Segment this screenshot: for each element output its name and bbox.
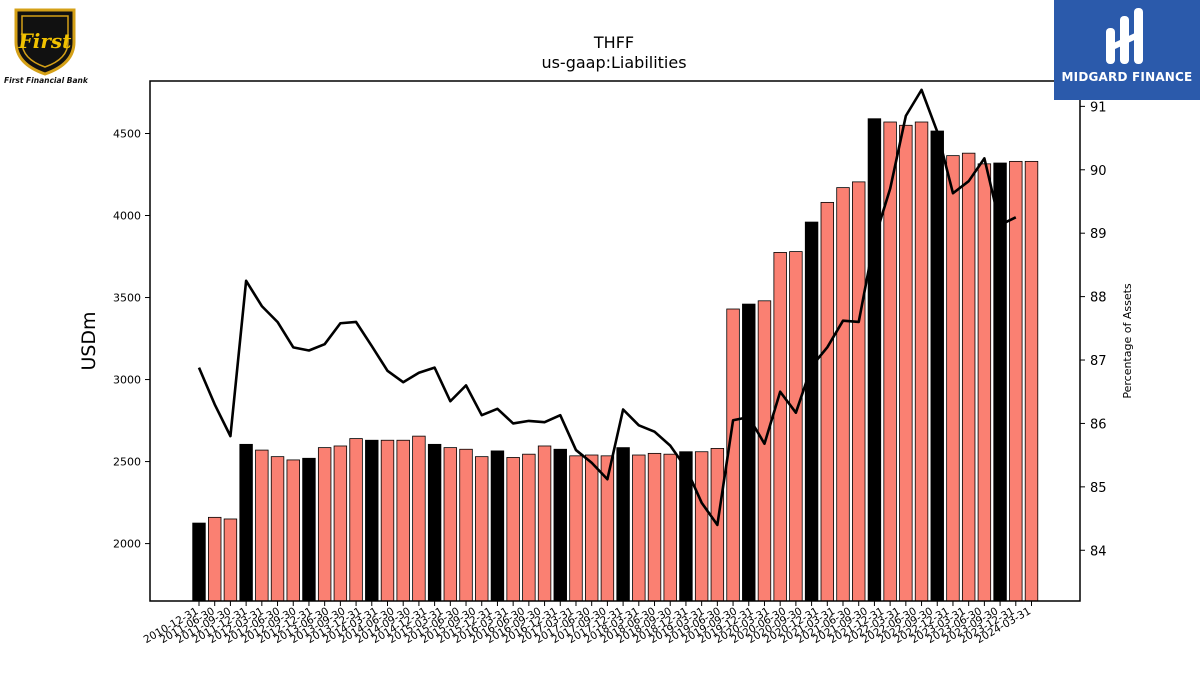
bar-2021-12-31 (883, 121, 897, 602)
bar-2017-09-30 (616, 447, 630, 602)
bar-2018-09-30 (679, 451, 693, 602)
pct-assets-line (197, 88, 1017, 527)
bar-2021-06-30 (852, 181, 866, 602)
y2-axis-label: Percentage of Assets (1121, 283, 1134, 399)
chart-title: THFF (593, 33, 634, 52)
bar-2014-12-31 (443, 447, 458, 602)
chart-subtitle: us-gaap:Liabilities (541, 53, 686, 72)
bar-2015-12-31 (506, 457, 520, 602)
bar-2021-09-30 (867, 118, 882, 602)
line-layer (197, 88, 1017, 527)
y2-tick-label: 87 (1090, 354, 1107, 369)
bar-2010-12-31 (192, 522, 206, 602)
bar-2013-09-30 (365, 439, 379, 602)
y2-tick-label: 89 (1090, 227, 1107, 242)
y-axis-label: USDm (78, 311, 100, 370)
plot-frame (149, 80, 1081, 602)
y-tick-label: 4500 (113, 127, 141, 140)
bar-2012-09-30 (302, 457, 316, 602)
bar-2020-09-30 (804, 221, 819, 602)
midgard-finance-logo: MIDGARD FINANCE (1054, 0, 1200, 100)
bar-2019-09-30 (742, 303, 756, 602)
bar-2012-06-30 (286, 459, 300, 602)
bar-2019-12-31 (757, 300, 772, 602)
bar-2011-03-31 (208, 516, 222, 602)
bars-layer (192, 118, 1039, 602)
y2-tick-label: 86 (1090, 417, 1107, 432)
midgard-logo-text: MIDGARD FINANCE (1061, 70, 1193, 84)
bar-2015-03-31 (459, 448, 473, 602)
bar-2015-09-30 (490, 450, 505, 602)
bar-2016-06-30 (537, 445, 552, 602)
bar-2020-12-31 (820, 201, 835, 602)
bar-2016-09-30 (553, 448, 567, 602)
bar-2021-03-31 (836, 187, 850, 602)
bar-2012-03-31 (270, 456, 285, 602)
bar-2018-06-30 (663, 453, 677, 602)
y2-tick-label: 88 (1090, 291, 1107, 306)
bar-2012-12-31 (317, 447, 332, 602)
bar-2023-12-31 (1009, 160, 1023, 602)
midgard-icon (1106, 8, 1143, 64)
y-tick-label: 2500 (113, 456, 141, 469)
svg-text:First: First (18, 29, 73, 53)
bar-2011-09-30 (239, 443, 253, 602)
axes-layer: 2000 2500 3000 3500 4000 4500 84 85 86 87 88 89 90 91… (113, 100, 1107, 646)
bar-2014-06-30 (412, 435, 426, 602)
y2-tick-label: 90 (1090, 164, 1107, 179)
y-tick-label: 3000 (113, 374, 141, 387)
y-tick-label: 2000 (113, 538, 141, 551)
bar-2014-09-30 (427, 443, 442, 602)
bar-2020-06-30 (789, 251, 803, 602)
bar-2017-03-31 (584, 454, 599, 602)
first-financial-logo: First First Financial Bank (4, 4, 88, 86)
bar-2024-03-31 (1024, 160, 1039, 602)
bar-2018-12-31 (694, 451, 709, 602)
first-financial-logo-text: First Financial Bank (4, 76, 88, 85)
y-tick-label: 4000 (113, 210, 141, 223)
bar-2016-03-31 (522, 453, 536, 602)
bar-2015-06-30 (475, 456, 489, 602)
first-shield-icon: First (14, 8, 76, 76)
bar-2022-09-30 (930, 130, 944, 602)
bar-2013-06-30 (349, 438, 363, 602)
y2-tick-label: 91 (1090, 100, 1107, 115)
bar-2022-06-30 (914, 121, 929, 602)
bar-2020-03-31 (773, 252, 787, 602)
bar-2011-06-30 (223, 518, 238, 602)
y-tick-label: 3500 (113, 292, 141, 305)
bar-2023-06-30 (977, 163, 992, 602)
bar-2011-12-31 (255, 449, 269, 602)
bar-2013-03-31 (333, 445, 348, 602)
bar-2023-03-31 (961, 152, 976, 602)
bar-2022-03-31 (899, 124, 913, 602)
bar-2023-09-30 (993, 162, 1007, 602)
bar-2017-12-31 (632, 454, 646, 602)
y2-tick-label: 85 (1090, 481, 1107, 496)
bar-2014-03-31 (396, 439, 410, 602)
bar-2022-12-31 (946, 155, 960, 602)
bar-2016-12-31 (569, 455, 583, 602)
y2-tick-label: 84 (1090, 544, 1107, 559)
bar-2013-12-31 (380, 439, 395, 602)
bar-2018-03-31 (647, 452, 662, 602)
